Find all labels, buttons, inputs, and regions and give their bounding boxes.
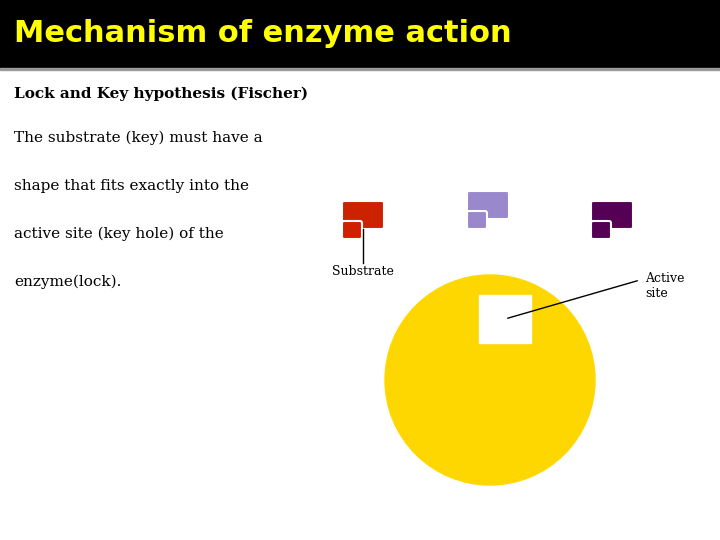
FancyBboxPatch shape (342, 221, 362, 239)
FancyBboxPatch shape (591, 201, 633, 229)
Polygon shape (479, 295, 531, 343)
FancyBboxPatch shape (342, 201, 384, 229)
Circle shape (385, 275, 595, 485)
Text: Substrate: Substrate (332, 265, 394, 278)
Text: Active
site: Active site (645, 272, 685, 300)
Text: Mechanism of enzyme action: Mechanism of enzyme action (14, 19, 512, 49)
Text: The substrate (key) must have a: The substrate (key) must have a (14, 131, 263, 145)
Text: active site (key hole) of the: active site (key hole) of the (14, 227, 224, 241)
Text: Lock and Key hypothesis (Fischer): Lock and Key hypothesis (Fischer) (14, 87, 308, 101)
Text: shape that fits exactly into the: shape that fits exactly into the (14, 179, 249, 193)
FancyBboxPatch shape (467, 191, 509, 219)
FancyBboxPatch shape (591, 221, 611, 239)
Bar (0, 0, 720, 68)
Text: enzyme(lock).: enzyme(lock). (14, 275, 122, 289)
FancyBboxPatch shape (467, 211, 487, 229)
Bar (0, 68, 720, 70)
